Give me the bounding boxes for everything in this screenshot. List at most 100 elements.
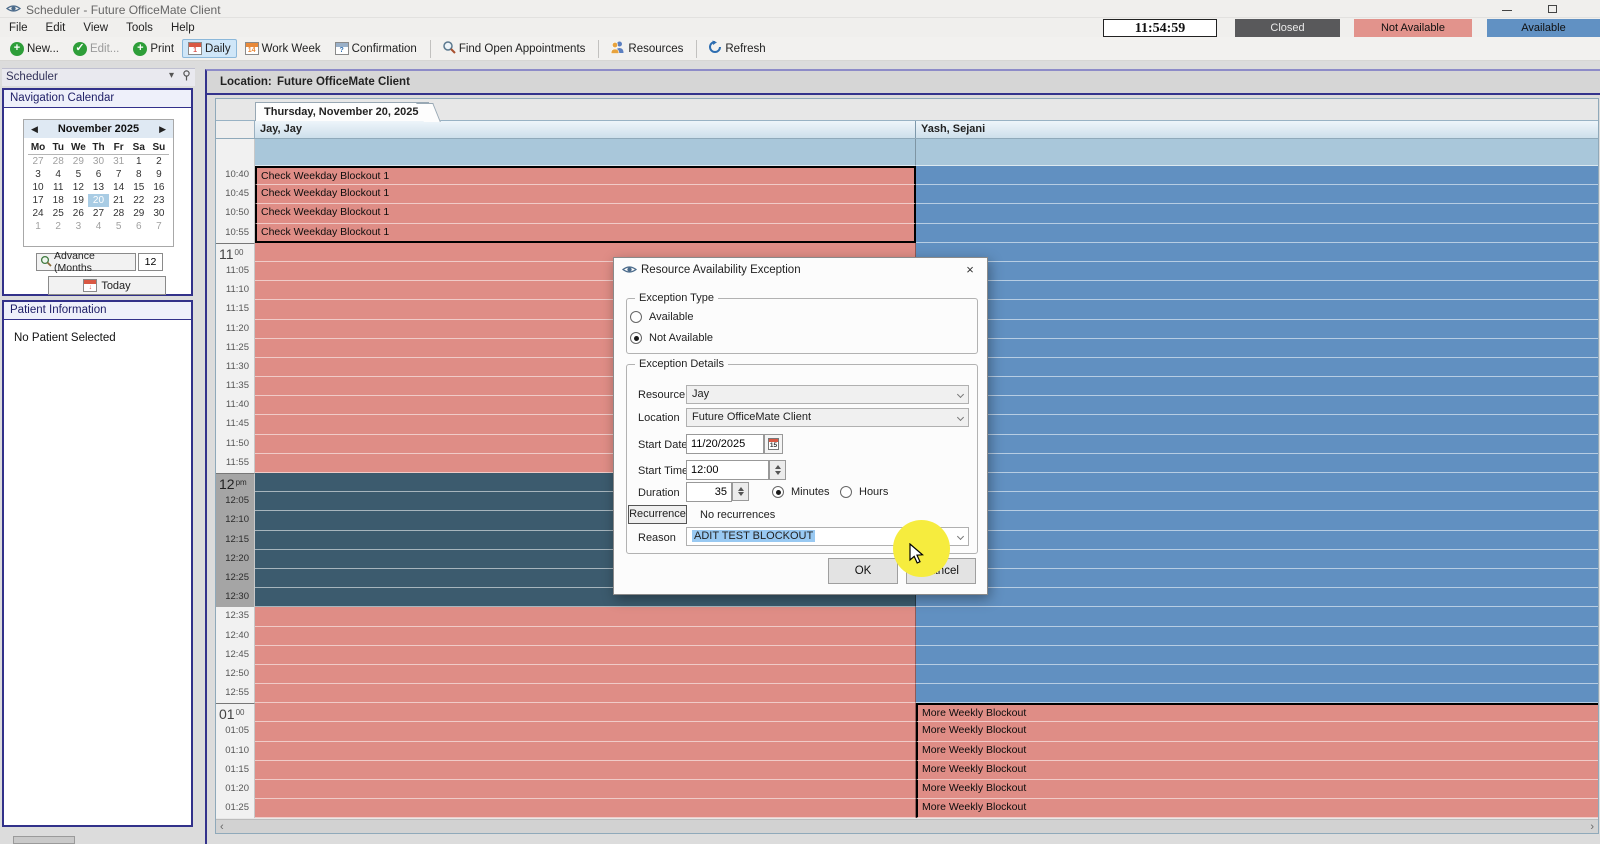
calendar-day[interactable]: 25 [52, 208, 64, 219]
calendar-day[interactable]: 31 [113, 156, 125, 167]
schedule-slot-yash[interactable]: More Weekly Blockout [916, 722, 1598, 742]
schedule-slot-yash[interactable] [916, 626, 1598, 646]
toolbar-button-edit[interactable]: ✓ Edit... [67, 39, 125, 59]
column-header-jay[interactable]: Jay, Jay [255, 121, 916, 138]
calendar-day[interactable]: 8 [135, 169, 142, 180]
calendar-day[interactable]: 30 [92, 156, 105, 167]
schedule-slot-yash[interactable] [916, 664, 1598, 685]
menu-view[interactable]: View [83, 21, 109, 34]
calendar-day[interactable]: 7 [115, 169, 122, 180]
start-date-input[interactable] [686, 434, 764, 454]
schedule-slot-jay[interactable] [255, 626, 916, 646]
today-button[interactable]: ↓ Today [48, 276, 166, 295]
calendar-day[interactable]: 17 [32, 195, 44, 206]
date-tab[interactable]: Thursday, November 20, 2025 [255, 102, 430, 121]
calendar-day[interactable]: 15 [133, 182, 145, 193]
toolbar-button-find-open-appointments[interactable]: Find Open Appointments [436, 37, 592, 60]
schedule-slot-yash[interactable] [916, 377, 1598, 397]
calendar-day[interactable]: 4 [55, 169, 61, 180]
calendar-day[interactable]: 14 [113, 182, 125, 193]
schedule-slot-yash[interactable] [916, 645, 1598, 665]
schedule-slot-jay[interactable] [255, 780, 916, 800]
calendar-day[interactable]: 1 [35, 221, 41, 232]
schedule-slot-yash[interactable] [916, 338, 1598, 358]
schedule-slot-yash[interactable]: More Weekly Blockout [916, 780, 1598, 800]
recurrence-button[interactable]: Recurrence [628, 505, 687, 524]
schedule-slot-yash[interactable] [916, 242, 1598, 262]
menu-tools[interactable]: Tools [126, 21, 153, 34]
duration-input[interactable] [686, 482, 732, 502]
advance-months-input[interactable] [138, 253, 163, 271]
schedule-slot-yash[interactable]: More Weekly Blockout [916, 799, 1598, 819]
schedule-slot-yash[interactable] [916, 530, 1598, 550]
toolbar-button-new[interactable]: + New... [4, 39, 65, 59]
toolbar-button-work-week[interactable]: 14 Work Week [239, 39, 327, 58]
top-band-jay[interactable] [255, 139, 916, 166]
schedule-slot-jay[interactable]: Check Weekday Blockout 1 [255, 185, 916, 205]
schedule-slot-jay[interactable] [255, 607, 916, 627]
schedule-slot-yash[interactable] [916, 684, 1598, 704]
radio-hours[interactable]: Hours [840, 486, 888, 498]
schedule-slot-yash[interactable] [916, 473, 1598, 493]
calendar-day[interactable]: 22 [133, 195, 145, 206]
calendar-day[interactable]: 20 [88, 194, 109, 207]
calendar-day[interactable]: 13 [92, 182, 105, 193]
calendar-day[interactable]: 29 [72, 156, 84, 167]
calendar-day[interactable]: 28 [113, 208, 125, 219]
schedule-slot-yash[interactable] [916, 549, 1598, 569]
radio-available[interactable]: Available [630, 311, 693, 323]
scroll-right-arrow[interactable]: › [1590, 820, 1594, 833]
calendar-day[interactable]: 21 [113, 195, 125, 206]
calendar-day[interactable]: 27 [92, 208, 105, 219]
radio-minutes[interactable]: Minutes [772, 486, 830, 498]
schedule-slot-yash[interactable]: More Weekly Blockout [916, 703, 1598, 723]
menu-file[interactable]: File [9, 21, 28, 34]
calendar-day[interactable]: 28 [52, 156, 64, 167]
calendar-day[interactable]: 16 [153, 182, 165, 193]
calendar-day[interactable]: 26 [72, 208, 84, 219]
schedule-slot-jay[interactable] [255, 645, 916, 665]
schedule-slot-jay[interactable] [255, 684, 916, 704]
radio-not-available[interactable]: Not Available [630, 332, 713, 344]
schedule-slot-jay[interactable] [255, 664, 916, 685]
schedule-slot-yash[interactable] [916, 223, 1598, 243]
scroll-left-arrow[interactable]: ‹ [220, 820, 224, 833]
calendar-day[interactable]: 2 [55, 221, 61, 232]
schedule-slot-yash[interactable] [916, 319, 1598, 339]
pin-icon[interactable] [182, 70, 191, 84]
schedule-slot-jay[interactable] [255, 741, 916, 761]
calendar-day[interactable]: 10 [32, 182, 44, 193]
calendar-day[interactable]: 23 [153, 195, 165, 206]
calendar-day[interactable]: 4 [95, 221, 102, 232]
schedule-slot-jay[interactable] [255, 703, 916, 723]
toolbar-button-confirmation[interactable]: ? Confirmation [329, 39, 423, 58]
calendar-day[interactable]: 5 [115, 221, 122, 232]
calendar-day[interactable]: 11 [53, 182, 64, 193]
toolbar-button-refresh[interactable]: Refresh [702, 37, 771, 60]
schedule-slot-yash[interactable] [916, 588, 1598, 608]
calendar-day[interactable]: 29 [133, 208, 145, 219]
schedule-slot-yash[interactable]: More Weekly Blockout [916, 741, 1598, 761]
calendar-day[interactable]: 19 [72, 195, 84, 206]
schedule-slot-jay[interactable]: Check Weekday Blockout 1 [255, 223, 916, 243]
toolbar-button-daily[interactable]: 1 Daily [182, 39, 237, 58]
schedule-slot-yash[interactable] [916, 568, 1598, 589]
duration-spinner[interactable] [732, 482, 749, 501]
advance-months-button[interactable]: Advance (Months [36, 250, 136, 274]
next-month-arrow[interactable]: ▶ [159, 123, 166, 134]
maximize-button[interactable] [1543, 2, 1563, 16]
dialog-close-button[interactable]: × [966, 262, 974, 277]
schedule-slot-yash[interactable] [916, 415, 1598, 435]
calendar-day[interactable]: 30 [153, 208, 165, 219]
calendar-day[interactable]: 1 [135, 156, 142, 167]
menu-edit[interactable]: Edit [45, 21, 66, 34]
schedule-slot-jay[interactable]: Check Weekday Blockout 1 [255, 166, 916, 186]
calendar-day[interactable]: 27 [32, 156, 44, 167]
calendar-day[interactable]: 24 [32, 208, 44, 219]
calendar-day[interactable]: 9 [156, 169, 162, 180]
resource-dropdown[interactable]: Jay [686, 385, 969, 404]
column-header-yash[interactable]: Yash, Sejani [916, 121, 1598, 138]
schedule-slot-jay[interactable] [255, 722, 916, 742]
calendar-day[interactable]: 18 [52, 195, 64, 206]
schedule-slot-yash[interactable] [916, 511, 1598, 531]
